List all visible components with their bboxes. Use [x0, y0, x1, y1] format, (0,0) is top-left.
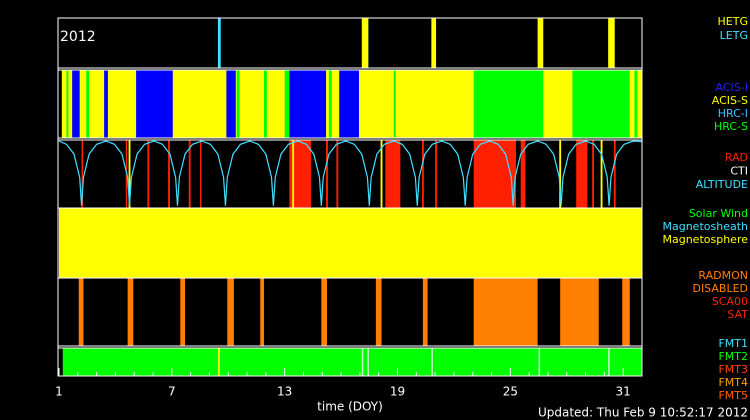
state-segment: [72, 70, 80, 138]
panel-label: FMT1: [718, 337, 748, 350]
state-segment: [622, 278, 630, 346]
state-segment: [217, 18, 221, 68]
state-segment: [260, 278, 264, 346]
panel-label: ACIS-I: [716, 81, 748, 94]
x-tick-label: 7: [168, 385, 176, 399]
state-segment: [537, 18, 544, 68]
state-segment: [226, 70, 236, 138]
footer: Updated: Thu Feb 9 10:52:17 2012: [538, 406, 748, 420]
plot-frame: [57, 17, 643, 377]
state-segment: [600, 140, 603, 208]
state-segment: [328, 70, 332, 138]
panel-label: FMT3: [718, 363, 748, 376]
state-segment: [559, 140, 562, 208]
state-segment: [576, 140, 588, 208]
state-segment: [284, 70, 290, 138]
panel-label: SAT: [727, 308, 748, 321]
state-segment: [188, 140, 191, 208]
panel-label: FMT4: [718, 376, 748, 389]
panel-frame: [57, 17, 643, 69]
panel-label: Magnetosphere: [663, 233, 749, 246]
panel-label: ACIS-S: [712, 94, 748, 107]
state-segment: [473, 70, 544, 138]
state-segment: [393, 70, 396, 138]
x-tick-label: 1: [55, 385, 63, 399]
state-segment: [431, 348, 433, 376]
state-segment: [200, 140, 202, 208]
state-segment: [136, 70, 173, 138]
state-segment: [613, 140, 616, 208]
panel-label: FMT5: [718, 389, 748, 402]
state-segment: [361, 348, 364, 376]
state-segment: [217, 348, 220, 376]
state-segment: [66, 70, 69, 138]
panel-label: HRC-S: [714, 120, 748, 133]
state-segment: [473, 278, 538, 346]
state-segment: [435, 140, 438, 208]
state-segment: [473, 140, 516, 208]
panel-label: DISABLED: [692, 282, 748, 295]
state-segment: [321, 278, 327, 346]
x-axis-title: time (DOY): [317, 400, 383, 414]
state-segment: [538, 348, 541, 376]
x-tick-label: 19: [390, 385, 405, 399]
year-label: 2012: [60, 29, 96, 45]
state-segment: [367, 348, 369, 376]
altitude-line: [58, 140, 643, 206]
state-segment: [227, 278, 234, 346]
panel-label: RADMON: [698, 269, 748, 282]
panel-label: CTI: [730, 165, 748, 178]
panel-label: ALTITUDE: [696, 178, 748, 191]
state-segment: [608, 348, 610, 376]
state-segment: [180, 278, 186, 346]
panel-label: Magnetosheath: [663, 220, 749, 233]
state-segment: [385, 140, 401, 208]
state-segment: [560, 278, 599, 346]
state-segment: [289, 70, 327, 138]
panel-frame: [57, 277, 643, 347]
state-segment: [128, 140, 131, 208]
panel-label: HRC-I: [718, 107, 748, 120]
state-segment: [336, 140, 339, 208]
state-segment: [608, 18, 615, 68]
state-segment: [422, 278, 428, 346]
state-segment: [361, 18, 369, 68]
panel-label: Solar Wind: [689, 207, 748, 220]
state-segment: [263, 70, 267, 138]
state-segment: [634, 70, 638, 138]
state-segment: [592, 140, 595, 208]
state-segment: [147, 140, 150, 208]
x-tick-label: 31: [616, 385, 631, 399]
state-segment: [292, 140, 295, 208]
state-segment: [421, 140, 424, 208]
panel-label: LETG: [720, 29, 748, 42]
state-segment: [81, 140, 84, 208]
panel-label: RAD: [725, 151, 748, 164]
state-segment: [86, 70, 90, 138]
state-segment: [289, 140, 312, 208]
state-segment: [127, 278, 134, 346]
state-segment: [59, 208, 642, 278]
state-segment: [104, 70, 108, 138]
x-tick-label: 25: [503, 385, 518, 399]
state-segment: [168, 140, 170, 208]
state-segment: [375, 278, 382, 346]
state-segment: [62, 348, 642, 376]
state-segment: [520, 140, 526, 208]
panel-label: SCA00: [712, 295, 748, 308]
x-tick-label: 13: [277, 385, 292, 399]
state-segment: [78, 278, 84, 346]
panel-label: HETG: [718, 15, 748, 28]
state-segment: [380, 140, 383, 208]
state-segment: [236, 70, 240, 138]
state-segment: [572, 70, 630, 138]
panel-label: FMT2: [718, 350, 748, 363]
state-segment: [339, 70, 359, 138]
panel-frame: [57, 139, 643, 209]
state-segment: [326, 140, 328, 208]
state-segment: [431, 18, 437, 68]
